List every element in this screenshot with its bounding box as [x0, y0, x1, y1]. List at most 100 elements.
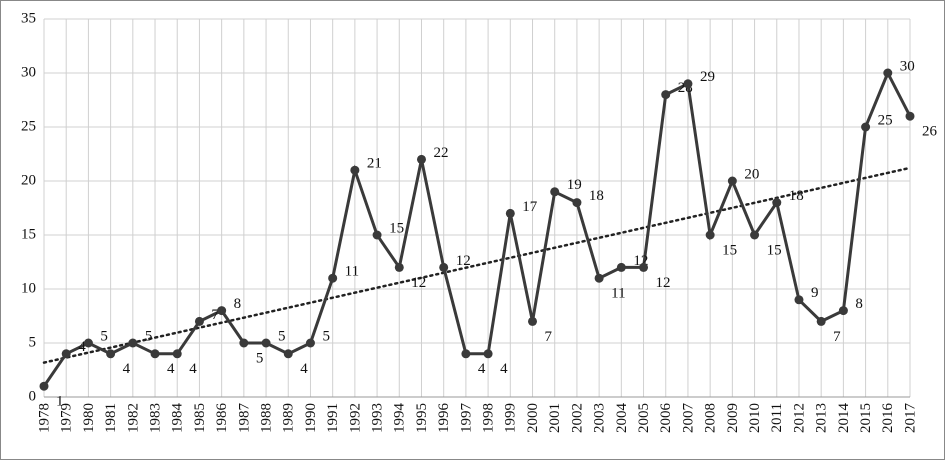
data-label: 4 [123, 361, 131, 377]
data-label: 4 [478, 361, 486, 377]
point [150, 349, 160, 359]
data-label: 7 [545, 329, 553, 345]
x-tick-label: 2010 [747, 403, 763, 433]
point [883, 68, 893, 78]
x-tick-label: 1987 [236, 403, 252, 434]
y-tick-label: 20 [21, 172, 36, 188]
point [528, 316, 538, 326]
point [106, 349, 116, 359]
data-label: 5 [256, 350, 264, 366]
data-label: 5 [322, 328, 330, 344]
y-tick-label: 15 [21, 226, 36, 242]
data-label: 4 [300, 361, 308, 377]
x-tick-label: 1983 [147, 403, 163, 433]
point [350, 165, 360, 175]
data-label: 5 [145, 328, 153, 344]
point [616, 262, 626, 272]
data-label: 11 [611, 286, 625, 302]
point [416, 154, 426, 164]
point [905, 111, 915, 121]
x-tick-label: 2011 [769, 403, 785, 432]
x-tick-label: 2003 [592, 403, 608, 433]
point [838, 306, 848, 316]
data-label: 11 [345, 264, 359, 280]
data-label: 4 [500, 361, 508, 377]
point [794, 295, 804, 305]
point [727, 176, 737, 186]
point [705, 230, 715, 240]
data-label: 5 [100, 328, 108, 344]
x-tick-label: 1990 [303, 403, 319, 433]
x-tick-label: 2007 [680, 403, 696, 434]
x-tick-label: 2013 [814, 403, 830, 433]
point [172, 349, 182, 359]
x-tick-label: 2009 [725, 403, 741, 433]
x-tick-label: 2017 [902, 403, 918, 434]
data-label: 29 [700, 69, 715, 85]
x-tick-label: 1978 [36, 403, 52, 433]
data-label: 4 [167, 361, 175, 377]
y-tick-label: 30 [21, 64, 36, 80]
point [372, 230, 382, 240]
data-label: 7 [833, 329, 841, 345]
x-tick-label: 2001 [547, 403, 563, 433]
data-label: 15 [389, 220, 404, 236]
point [328, 273, 338, 283]
data-label: 21 [367, 156, 382, 172]
x-tick-label: 1993 [370, 403, 386, 433]
x-tick-label: 1981 [103, 403, 119, 433]
data-label: 7 [211, 307, 219, 323]
x-tick-label: 1995 [414, 403, 430, 433]
data-label: 15 [767, 242, 782, 258]
y-tick-label: 25 [21, 118, 36, 134]
x-tick-label: 2000 [525, 403, 541, 433]
line [42, 69, 912, 388]
point [61, 349, 71, 359]
point [683, 79, 693, 89]
x-tick-label: 1991 [325, 403, 341, 433]
data-label: 12 [411, 275, 426, 291]
point [861, 122, 871, 132]
point [816, 316, 826, 326]
point [39, 381, 49, 391]
point [217, 306, 227, 316]
data-label: 20 [744, 166, 759, 182]
point [239, 338, 249, 348]
data-label: 18 [589, 188, 604, 204]
point [661, 90, 671, 100]
x-tick-label: 2016 [880, 403, 896, 434]
point [194, 316, 204, 326]
data-label: 9 [811, 285, 819, 301]
point [550, 187, 560, 197]
x-tick-label: 2014 [836, 403, 852, 434]
x-tick-label: 1992 [347, 403, 363, 433]
point [261, 338, 271, 348]
data-label: 30 [900, 58, 915, 74]
y-tick-label: 0 [29, 388, 37, 404]
x-tick-label: 1980 [81, 403, 97, 433]
x-tick-label: 2008 [703, 403, 719, 433]
x-tick-label: 1982 [125, 403, 141, 433]
x-tick-label: 1979 [59, 403, 75, 433]
point [772, 198, 782, 208]
point [639, 262, 649, 272]
data-label: 26 [922, 124, 938, 140]
data-label: 5 [278, 328, 286, 344]
data-label: 8 [855, 296, 863, 312]
data-label: 17 [522, 199, 538, 215]
x-tick-label: 2004 [614, 403, 630, 434]
data-label: 25 [878, 112, 893, 128]
x-tick-label: 2006 [658, 403, 674, 434]
x-tick-label: 1989 [281, 403, 297, 433]
data-label: 19 [567, 177, 582, 193]
point [461, 349, 471, 359]
point [83, 338, 93, 348]
data-label: 12 [456, 253, 471, 269]
data-label: 4 [78, 339, 86, 355]
data-label: 12 [656, 275, 671, 291]
y-tick-label: 5 [29, 334, 37, 350]
data-label: 15 [722, 242, 737, 258]
data-label: 18 [789, 188, 804, 204]
